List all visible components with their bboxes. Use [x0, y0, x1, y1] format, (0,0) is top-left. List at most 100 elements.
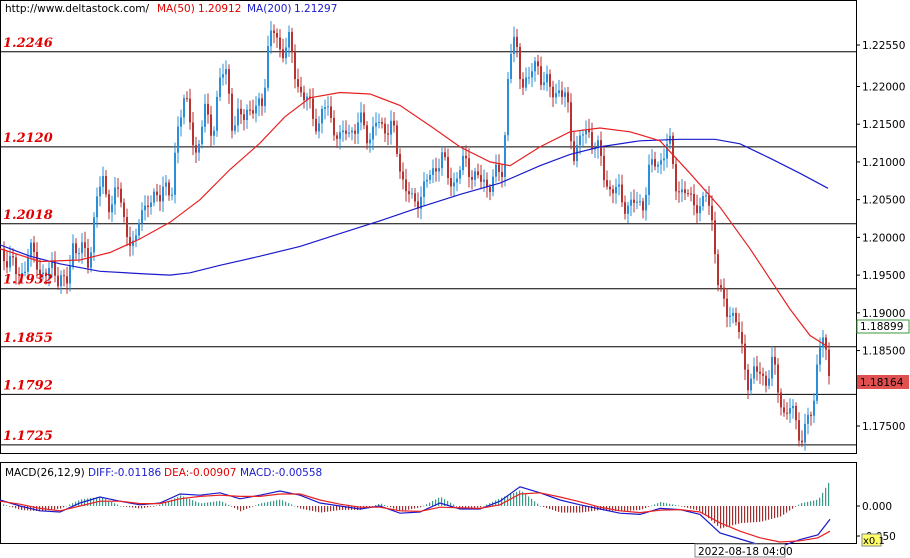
support-resistance-lines — [0, 51, 856, 446]
macd-hist-bar — [132, 506, 134, 508]
macd-hist-bar — [471, 506, 473, 508]
candle-body — [366, 125, 368, 144]
candle-body — [666, 143, 668, 159]
macd-hist-bar — [579, 506, 581, 513]
candle-body — [795, 405, 797, 421]
candle-body — [489, 187, 491, 192]
macd-hist-bar — [630, 506, 632, 511]
macd-hist-bar — [795, 506, 797, 507]
candle-body — [390, 120, 392, 135]
ma200-label: MA(200) — [247, 3, 291, 15]
ma50-value: 1.20912 — [198, 3, 241, 15]
candle-body — [96, 196, 98, 218]
candle-body — [105, 176, 107, 195]
macd-hist-bar — [276, 500, 278, 506]
candle-body — [768, 378, 770, 386]
candle-body — [657, 164, 659, 167]
macd-hist-bar — [198, 502, 200, 506]
candle-body — [678, 191, 680, 193]
candle-body — [183, 98, 185, 118]
candle-body — [720, 285, 722, 288]
macd-hist-bar — [813, 500, 815, 506]
candle-body — [336, 135, 338, 139]
price-tick-label: 1.21000 — [862, 157, 905, 169]
macd-hist-bar — [249, 506, 251, 508]
candle-body — [786, 412, 788, 414]
macd-hist-bar — [633, 506, 635, 511]
candle-body — [93, 217, 95, 253]
candle-body — [606, 180, 608, 187]
candle-body — [348, 132, 350, 134]
candle-body — [255, 105, 257, 114]
macd-hist-bar — [468, 506, 470, 509]
macd-hist-bar — [210, 502, 212, 506]
candle-body — [633, 199, 635, 203]
candle-body — [279, 37, 281, 50]
macd-hist-bar — [240, 506, 242, 512]
macd-hist-bar — [510, 494, 512, 506]
candle-body — [642, 201, 644, 211]
macd-hist-bar — [771, 506, 773, 519]
macd-hist-bar — [699, 506, 701, 512]
candle-body — [396, 125, 398, 154]
candle-body — [69, 265, 71, 284]
macd-hist-bar — [375, 505, 377, 506]
candle-body — [30, 242, 32, 257]
macd-hist-bar — [144, 506, 146, 508]
candle-body — [531, 71, 533, 78]
candle-body — [114, 187, 116, 205]
candle-body — [600, 140, 602, 156]
macd-hist-bar — [12, 506, 14, 508]
candle-body — [213, 130, 215, 136]
candle-body — [762, 373, 764, 376]
macd-hist-bar — [294, 505, 296, 507]
macd-hist-bar — [318, 506, 320, 513]
candle-body — [273, 30, 275, 34]
candle-body — [3, 248, 5, 262]
candle-body — [759, 371, 761, 374]
candle-body — [6, 261, 8, 268]
candle-body — [57, 275, 59, 287]
candle-body — [603, 155, 605, 181]
macd-hist-bar — [807, 501, 809, 506]
candle-body — [654, 159, 656, 167]
candle-body — [555, 93, 557, 98]
candle-body — [108, 194, 110, 213]
candle-body — [444, 152, 446, 158]
candle-body — [225, 69, 227, 75]
macd-hist-bar — [207, 502, 209, 506]
macd-hist-bar — [402, 506, 404, 511]
source-url[interactable]: http://www.deltastock.com/ — [5, 3, 150, 15]
candle-body — [573, 141, 575, 162]
candle-body — [144, 205, 146, 211]
macd-hist-bar — [405, 506, 407, 511]
macd-hist-bar — [255, 505, 257, 506]
candle-body — [717, 254, 719, 286]
macd-hist-bar — [135, 506, 137, 508]
candle-body — [9, 256, 11, 268]
macd-hist-bar — [585, 506, 587, 512]
macd-hist-bar — [393, 506, 395, 509]
candle-body — [816, 364, 818, 401]
candle-body — [732, 312, 734, 316]
candle-body — [75, 243, 77, 254]
macd-hist-bar — [786, 506, 788, 513]
candle-body — [321, 108, 323, 124]
macd-hist-bar — [279, 499, 281, 506]
candle-body — [462, 155, 464, 171]
candle-body — [207, 103, 209, 115]
price-tick-label: 1.21500 — [862, 119, 905, 131]
macd-hist-bar — [138, 506, 140, 509]
candle-body — [744, 343, 746, 370]
candle-body — [354, 130, 356, 134]
candle-body — [570, 102, 572, 142]
macd-hist-bar — [453, 504, 455, 506]
macd-hist-bar — [360, 506, 362, 510]
candle-body — [549, 74, 551, 87]
macd-hist-bar — [621, 506, 623, 512]
macd-hist-bar — [684, 506, 686, 508]
macd-hist-bar — [570, 506, 572, 513]
macd-hist-bar — [126, 506, 128, 507]
macd-hist-bar — [345, 506, 347, 510]
